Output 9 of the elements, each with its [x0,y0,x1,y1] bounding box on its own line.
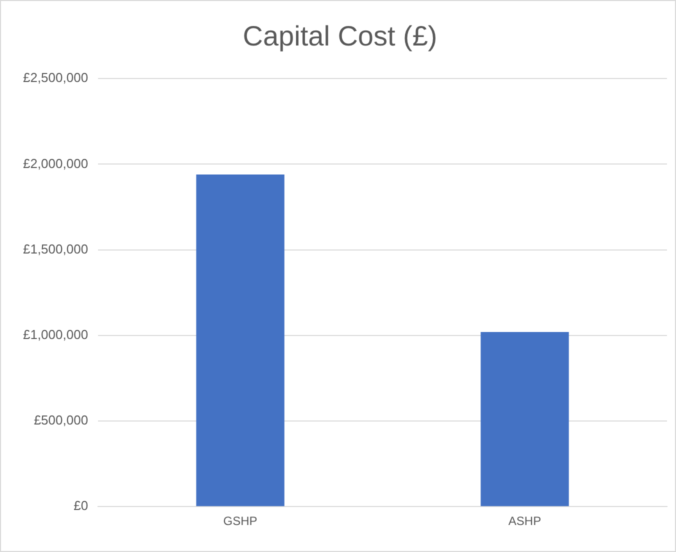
y-tick-label: £500,000 [34,412,88,428]
y-tick-label: £0 [74,498,88,514]
y-tick-label: £1,500,000 [22,241,88,256]
y-tick-label: £1,000,000 [22,326,88,342]
x-tick-label: GSHP [223,514,258,528]
y-tick-label: £2,500,000 [22,70,88,86]
x-tick-label: ASHP [508,514,542,528]
chart-title: Capital Cost (£) [242,20,438,52]
y-tick-label: £2,000,000 [22,156,88,171]
